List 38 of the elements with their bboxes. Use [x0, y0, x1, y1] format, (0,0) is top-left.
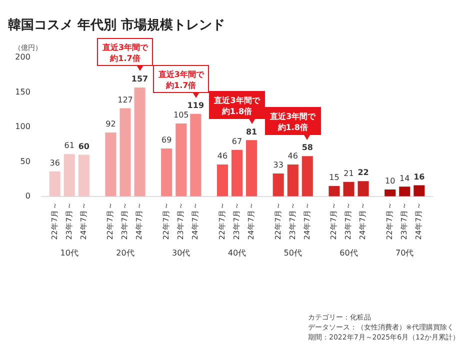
chart-title: 韓国コスメ 年代別 市場規模トレンド — [8, 17, 226, 34]
data-label: 46 — [288, 152, 298, 161]
y-tick-label: 100 — [15, 122, 30, 132]
y-tick-label: 50 — [20, 156, 30, 166]
data-label: 81 — [246, 127, 258, 136]
y-tick-label: 150 — [15, 87, 30, 96]
x-tick-label: 40代 — [228, 248, 246, 258]
data-label: 22 — [358, 168, 369, 178]
data-label: 60 — [78, 142, 90, 151]
data-label: 21 — [344, 168, 354, 178]
data-label: 16 — [414, 172, 426, 182]
annotation: 直近3年間で約1.8倍 — [209, 91, 265, 120]
data-label: 119 — [187, 100, 204, 110]
annotation: 直近3年間で約1.8倍 — [264, 107, 321, 136]
x-tick-label: 30代 — [172, 248, 190, 258]
data-label: 61 — [64, 141, 74, 150]
x-tick-label: 50代 — [284, 248, 302, 258]
x-tick-label: 10代 — [60, 248, 78, 258]
data-label: 67 — [232, 136, 242, 146]
data-label: 92 — [106, 120, 116, 129]
x-tick-label: 70代 — [396, 248, 414, 258]
data-label: 69 — [162, 136, 172, 145]
data-label: 105 — [173, 110, 189, 120]
y-tick-label: 200 — [15, 52, 30, 62]
data-label: 15 — [329, 173, 340, 182]
data-label: 33 — [273, 160, 284, 170]
annotation: 直近3年間で約1.7倍 — [153, 64, 210, 93]
y-tick-label: 0 — [25, 191, 30, 200]
data-label: 14 — [400, 174, 410, 183]
data-label: 46 — [217, 152, 228, 161]
annotation: 直近3年間で約1.7倍 — [97, 38, 154, 66]
data-label: 127 — [118, 95, 133, 104]
x-tick-label: 60代 — [340, 248, 358, 258]
data-label: 36 — [50, 158, 60, 168]
x-tick-label: 20代 — [116, 248, 134, 258]
data-label: 58 — [302, 143, 314, 152]
data-label: 10 — [385, 176, 396, 186]
data-label: 157 — [131, 74, 148, 84]
